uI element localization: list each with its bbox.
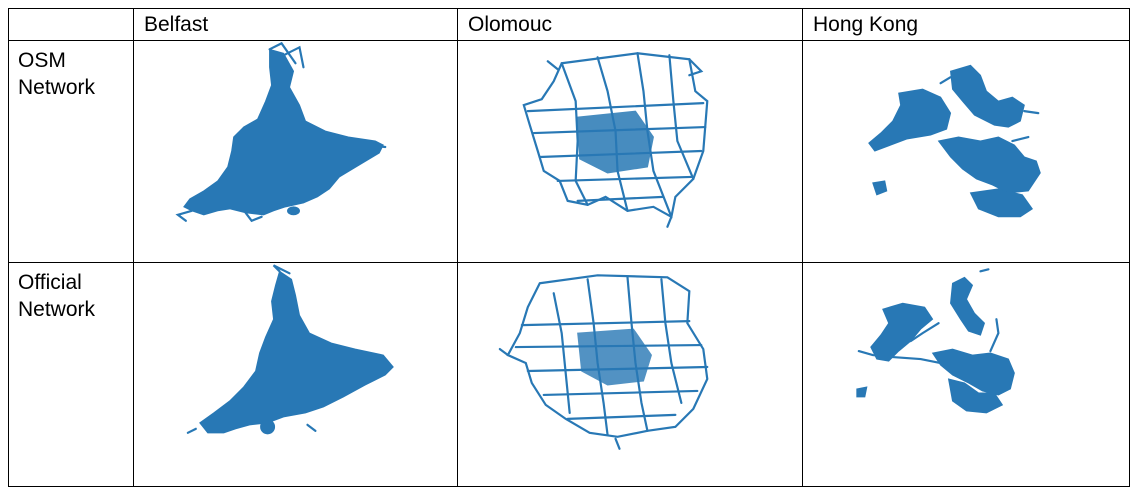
row-label: Official Network	[18, 271, 96, 321]
column-title: Olomouc	[468, 13, 553, 36]
map-cell	[802, 40, 1130, 263]
table-row-osm: OSM Network	[8, 40, 1130, 263]
hongkong-osm-network-map	[868, 64, 1041, 218]
olomouc-official-network-map	[498, 274, 709, 450]
map-cell	[457, 262, 803, 487]
table-row-official: Official Network	[8, 262, 1130, 487]
map-cell	[133, 40, 458, 263]
hongkong-official-network-map	[856, 268, 1015, 414]
belfast-osm-network-map	[175, 41, 387, 223]
belfast-official-network-map	[186, 264, 394, 435]
map-cell	[133, 262, 458, 487]
row-label: OSM Network	[18, 49, 96, 99]
header-hongkong: Hong Kong	[802, 8, 1130, 41]
network-comparison-table: Belfast Olomouc Hong Kong OSM Network	[8, 8, 1130, 487]
row-label-cell: Official Network	[8, 262, 134, 487]
header-belfast: Belfast	[133, 8, 458, 41]
map-cell	[802, 262, 1130, 487]
header-olomouc: Olomouc	[457, 8, 803, 41]
header-empty-cell	[8, 8, 134, 41]
map-cell	[457, 40, 803, 263]
olomouc-osm-network-map	[522, 52, 709, 228]
column-title: Belfast	[144, 13, 209, 36]
header-row: Belfast Olomouc Hong Kong	[8, 8, 1130, 41]
column-title: Hong Kong	[813, 13, 919, 36]
row-label-cell: OSM Network	[8, 40, 134, 263]
